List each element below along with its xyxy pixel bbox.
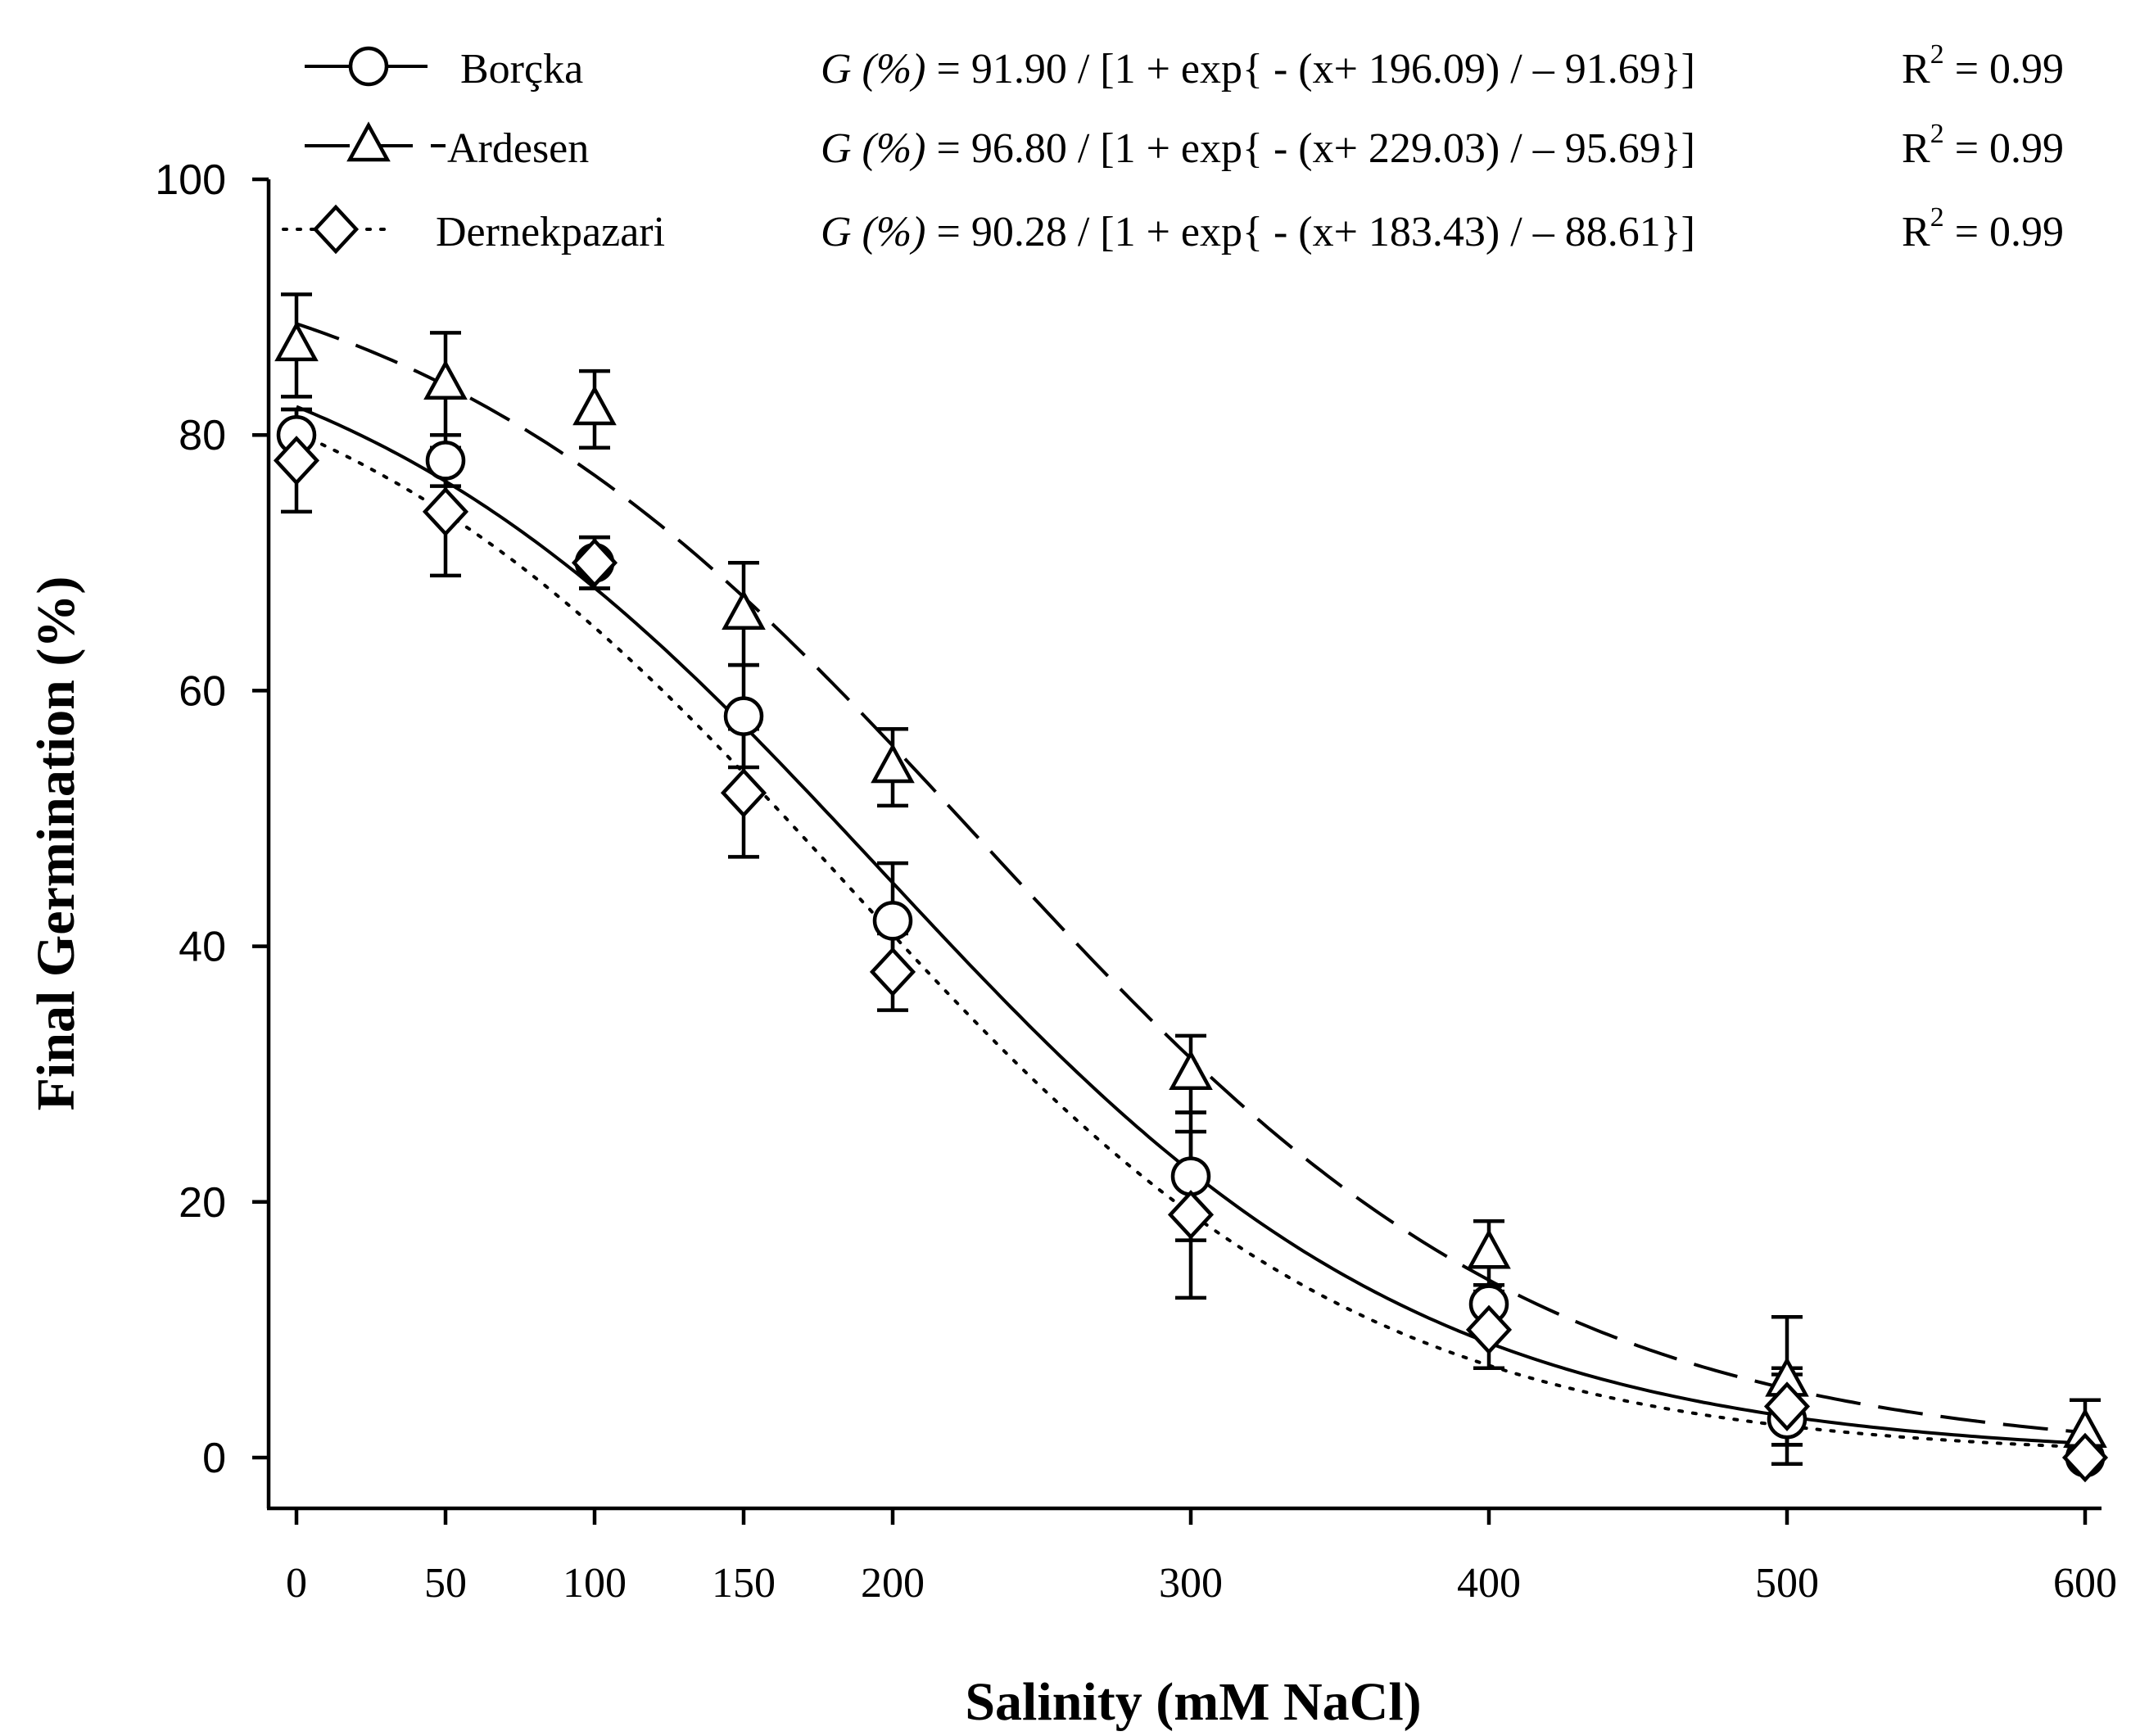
point-ardesen [572,385,617,426]
point-dernekpazari [422,486,469,537]
legend-equation-dernekpazari: G (%) = 90.28 / [1 + exp{ - (x+ 183.43) … [821,209,1695,255]
y-tick-label: 60 [179,667,226,715]
x-tick-label: 150 [712,1560,776,1607]
point-borka [1170,1156,1211,1196]
r2-value: = 0.99 [1944,209,2064,255]
point-borka [723,696,764,736]
r2-label: R [1902,209,1930,255]
legend-label-ardesen: Ardesen [447,125,589,172]
r2-label: R [1902,125,1930,172]
legend-entry-dernekpazari: Dernekpazari G (%) = 90.28 / [1 + exp{ - … [282,202,2064,255]
r2-value: = 0.99 [1944,46,2064,93]
x-tick-label: 500 [1755,1560,1819,1607]
data-markers [273,321,2109,1483]
legend-marker-ardesen [346,121,391,162]
r2-superscript: 2 [1930,202,1944,233]
point-ardesen [1467,1228,1511,1269]
equation-body: = 91.90 / [1 + exp{ - (x+ 196.09) / – 91… [937,46,1695,93]
point-dernekpazari [2061,1432,2109,1483]
legend-entry-borka: Borçka G (%) = 91.90 / [1 + exp{ - (x+ 19… [305,39,2064,93]
legend-marker-borka [348,46,389,87]
legend-marker-dernekpazari [312,204,360,255]
point-dernekpazari [720,767,767,818]
point-dernekpazari [1167,1190,1215,1240]
r2-value: = 0.99 [1944,125,2064,172]
legend-r2-ardesen: R2 = 0.99 [1902,119,2064,172]
point-dernekpazari [1763,1381,1811,1431]
x-tick-label: 0 [286,1560,307,1607]
x-axis-title: Salinity (mM NaCl) [965,1672,1421,1732]
point-dernekpazari [869,947,916,997]
x-tick-label: 300 [1159,1560,1223,1607]
legend-r2-borka: R2 = 0.99 [1902,39,2064,93]
point-dernekpazari [273,436,320,486]
point-ardesen [871,743,915,784]
legend-equation-borka: G (%) = 91.90 / [1 + exp{ - (x+ 196.09) … [821,46,1695,93]
y-tick-label: 80 [179,412,226,459]
error-bars [281,292,2101,1467]
x-tick-label: 400 [1457,1560,1521,1607]
equation-body: = 96.80 / [1 + exp{ - (x+ 229.03) / – 95… [937,125,1695,172]
point-ardesen [1169,1050,1213,1090]
legend-entry-ardesen: Ardesen G (%) = 96.80 / [1 + exp{ - (x+ 2… [305,119,2064,172]
y-axis-title: Final Germination (%) [26,576,86,1111]
x-tick-label: 100 [563,1560,627,1607]
point-ardesen [274,321,319,362]
equation-prefix: G (%) [821,125,937,172]
x-tick-label: 200 [861,1560,925,1607]
point-ardesen [423,359,468,400]
point-dernekpazari [1465,1304,1513,1355]
y-tick-label: 40 [179,924,226,971]
x-tick-label: 600 [2053,1560,2117,1607]
x-tick-label: 50 [424,1560,467,1607]
ticks: 0 20 40 60 80 100 0 50 100 150 200 300 400 500 600 [155,156,2117,1607]
y-tick-label: 0 [202,1435,226,1482]
point-ardesen [722,590,766,630]
equation-prefix: G (%) [821,46,937,93]
legend-label-borka: Borçka [460,46,583,93]
axes [266,179,2101,1511]
legend-equation-ardesen: G (%) = 96.80 / [1 + exp{ - (x+ 229.03) … [821,125,1695,172]
legend-r2-dernekpazari: R2 = 0.99 [1902,202,2064,255]
point-borka [872,901,913,941]
equation-prefix: G (%) [821,209,937,255]
point-borka [425,441,466,481]
r2-label: R [1902,46,1930,93]
legend: Borçka G (%) = 91.90 / [1 + exp{ - (x+ 19… [282,39,2064,255]
r2-superscript: 2 [1930,119,1944,149]
legend-label-dernekpazari: Dernekpazari [436,209,665,255]
y-tick-label: 20 [179,1179,226,1227]
point-dernekpazari [571,537,618,588]
equation-body: = 90.28 / [1 + exp{ - (x+ 183.43) / – 88… [937,209,1695,255]
y-tick-label: 100 [155,156,226,204]
r2-superscript: 2 [1930,39,1944,70]
